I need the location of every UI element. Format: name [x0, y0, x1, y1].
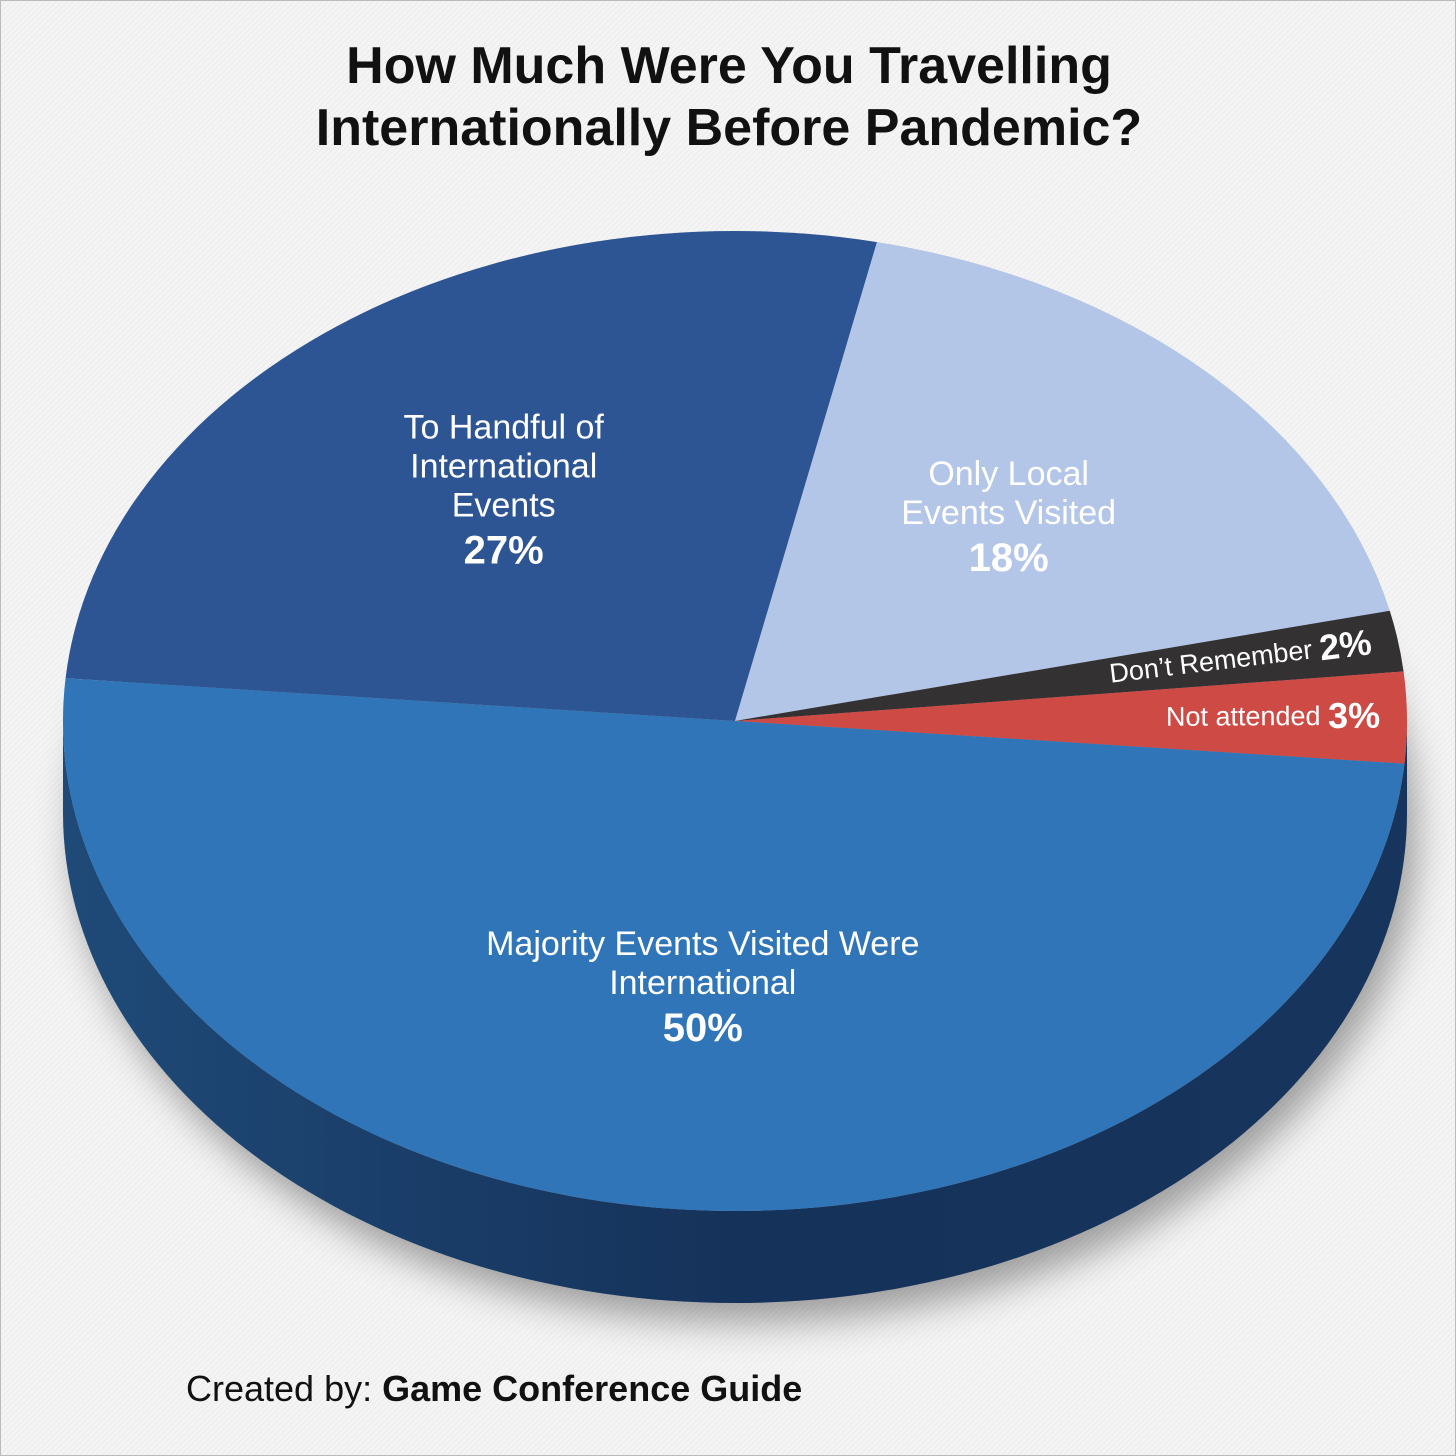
slice-value: 18% — [968, 535, 1049, 580]
slice-name: Only Local Events Visited — [901, 454, 1117, 532]
credit-prefix: Created by: — [186, 1368, 372, 1409]
slice-value: 2% — [1317, 621, 1374, 668]
slice-name: Not attended — [1166, 701, 1321, 732]
slice-value: 50% — [662, 1006, 743, 1051]
slice-name: To Handful of International Events — [403, 408, 604, 525]
slice-label: To Handful of International Events 27% — [374, 409, 634, 576]
pie-side — [63, 721, 1407, 1303]
slice-value: 3% — [1328, 694, 1380, 735]
pie-slice — [735, 610, 1404, 721]
pie-slice — [65, 230, 878, 722]
pie-slice — [735, 242, 1390, 721]
credit: Created by: Game Conference Guide — [186, 1368, 802, 1409]
chart-title: How Much Were You Travelling Internation… — [315, 37, 1143, 157]
credit-source: Game Conference Guide — [382, 1368, 802, 1409]
slice-name: Majority Events Visited Were Internation… — [486, 925, 920, 1003]
pie-slice — [63, 678, 1405, 1211]
pie-slice — [735, 671, 1407, 764]
slice-value: 27% — [463, 528, 544, 573]
slice-label: Majority Events Visited Were Internation… — [423, 925, 983, 1053]
slice-label: Only Local Events Visited 18% — [879, 455, 1139, 583]
slice-label: Not attended 3% — [1166, 694, 1380, 736]
